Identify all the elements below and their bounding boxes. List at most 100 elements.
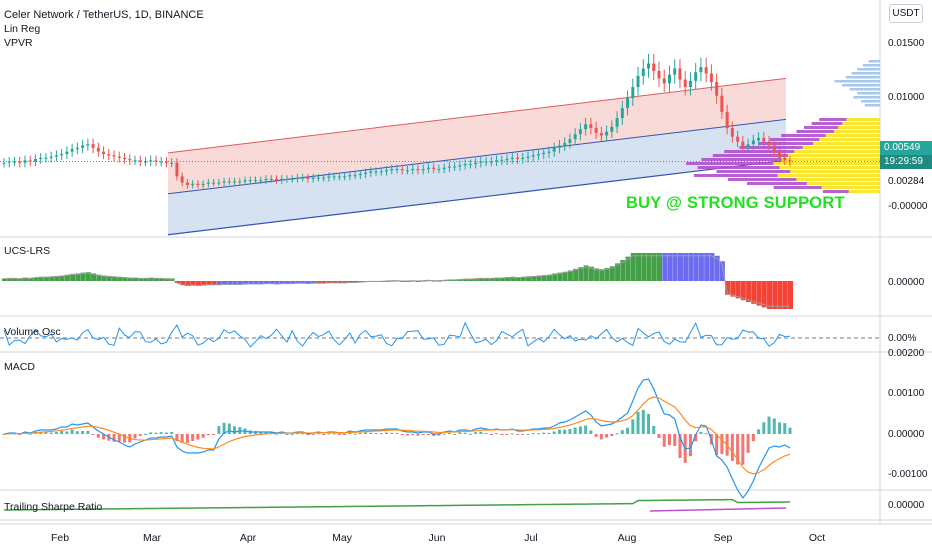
- ucs-bar: [620, 260, 626, 281]
- currency-button[interactable]: USDT: [889, 4, 923, 23]
- macd-hist-bar: [500, 434, 504, 435]
- candle-body: [2, 162, 6, 164]
- macd-hist-bar: [123, 434, 127, 443]
- indicator-linreg-label[interactable]: Lin Reg: [4, 23, 41, 35]
- candle-body: [374, 171, 378, 173]
- ucs-lrs-label[interactable]: UCS-LRS: [4, 245, 51, 257]
- ucs-bar: [693, 253, 699, 281]
- candle-body: [626, 98, 630, 109]
- macd-hist-bar: [60, 430, 64, 434]
- macd-hist-bar: [694, 434, 698, 442]
- candle-body: [557, 145, 561, 148]
- macd-hist-bar: [437, 434, 441, 436]
- candle-body: [762, 137, 766, 142]
- macd-hist-bar: [227, 423, 231, 434]
- vpvr-bar: [747, 182, 807, 185]
- candle-body: [568, 139, 572, 143]
- candle-body: [479, 161, 483, 163]
- candle-body: [474, 162, 478, 165]
- macd-hist-bar: [667, 434, 671, 446]
- candle-body: [60, 154, 64, 156]
- volosc-line: [3, 321, 791, 348]
- macd-hist-bar: [636, 411, 640, 434]
- macd-hist-bar: [772, 418, 776, 434]
- candle-body: [610, 126, 614, 132]
- vpvr-bar: [811, 122, 843, 125]
- macd-hist-bar: [741, 434, 745, 465]
- candle-body: [301, 177, 305, 179]
- ucs-bar: [2, 278, 7, 281]
- macd-hist-bar: [49, 432, 53, 434]
- candle-body: [254, 180, 258, 182]
- sharpe-label[interactable]: Trailing Sharpe Ratio: [4, 501, 103, 513]
- macd-hist-bar: [54, 432, 58, 434]
- candle-body: [322, 177, 326, 179]
- macd-hist-bar: [337, 434, 341, 435]
- ucs-bar: [573, 268, 579, 281]
- candle-body: [369, 171, 373, 173]
- ucs-bar: [405, 281, 411, 282]
- ucs-bar: [253, 281, 259, 285]
- vpvr-bar: [849, 88, 880, 91]
- candle-body: [290, 178, 294, 180]
- macd-hist-bar: [536, 433, 540, 435]
- candle-body: [589, 124, 593, 129]
- macd-hist-bar: [521, 434, 525, 435]
- macd-signal-line: [3, 396, 791, 475]
- vpvr-bar: [794, 150, 880, 153]
- macd-label[interactable]: MACD: [4, 361, 35, 373]
- macd-hist-bar: [641, 409, 645, 434]
- macd-hist-bar: [327, 433, 331, 435]
- volosc-tick: 0.00%: [888, 333, 917, 344]
- ucs-bar: [112, 276, 118, 281]
- ucs-bar: [740, 281, 746, 301]
- macd-hist-bar: [233, 426, 237, 434]
- ucs-bar: [683, 253, 689, 281]
- vpvr-bar: [712, 154, 789, 157]
- linreg-upper-fill: [168, 78, 786, 194]
- ucs-bar: [153, 278, 159, 281]
- candle-body: [772, 145, 776, 152]
- macd-hist-bar: [2, 434, 6, 435]
- ucs-bar: [164, 278, 170, 281]
- candle-body: [652, 63, 656, 71]
- candle-body: [730, 128, 734, 137]
- ucs-bar: [599, 269, 605, 281]
- macd-hist-bar: [657, 434, 661, 438]
- candle-body: [311, 177, 315, 179]
- candle-body: [500, 160, 504, 162]
- macd-hist-bar: [81, 431, 85, 434]
- candle-body: [578, 129, 582, 135]
- macd-hist-bar: [526, 433, 530, 435]
- ucs-bar: [232, 281, 238, 285]
- macd-hist-bar: [332, 433, 336, 435]
- ucs-bar: [636, 253, 642, 281]
- macd-hist-bar: [599, 434, 603, 440]
- vpvr-bar: [834, 130, 880, 133]
- ucs-bar: [190, 281, 196, 286]
- macd-hist-bar: [290, 433, 294, 435]
- macd-hist-bar: [379, 433, 383, 435]
- macd-hist-bar: [311, 434, 315, 435]
- ucs-bar: [300, 281, 306, 284]
- price-tick: 0.01000: [888, 92, 925, 103]
- ucs-bar: [657, 253, 662, 281]
- ucs-bar: [536, 275, 542, 281]
- candle-body: [605, 131, 609, 136]
- linreg-lower-fill: [168, 119, 786, 235]
- candle-body: [217, 182, 221, 184]
- candle-body: [264, 178, 268, 181]
- ucs-bar: [494, 277, 500, 281]
- macd-hist-bar: [620, 430, 624, 434]
- volume-osc-label[interactable]: Volume Osc: [4, 326, 61, 338]
- candle-body: [720, 95, 724, 112]
- indicator-vpvr-label[interactable]: VPVR: [4, 37, 33, 49]
- candle-body: [28, 160, 32, 162]
- candle-body: [49, 156, 53, 158]
- candle-body: [542, 152, 546, 155]
- candle-body: [12, 161, 16, 163]
- candle-body: [694, 72, 698, 81]
- ucs-bar: [106, 275, 112, 281]
- candle-body: [584, 124, 588, 130]
